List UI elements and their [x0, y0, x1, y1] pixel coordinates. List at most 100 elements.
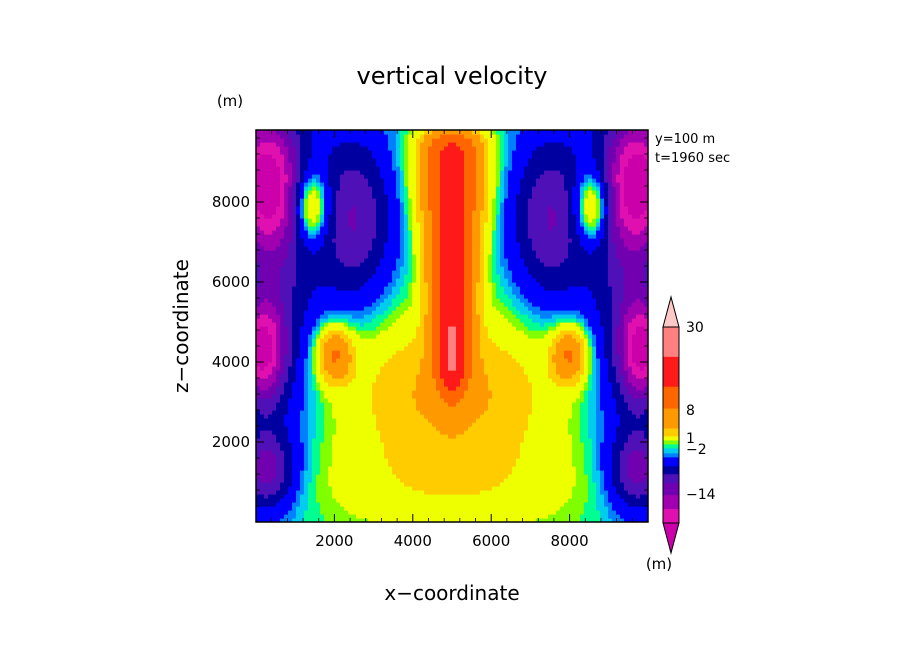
contour-cell [256, 198, 281, 203]
contour-cell [492, 278, 501, 283]
contour-cell [384, 254, 401, 259]
contour-cell [496, 154, 501, 159]
contour-cell [320, 198, 325, 203]
contour-cell [612, 162, 621, 167]
contour-cell [332, 374, 345, 379]
contour-cell [332, 434, 381, 439]
contour-cell [308, 450, 313, 455]
contour-cell [604, 338, 613, 343]
contour-cell [320, 214, 325, 219]
contour-cell [592, 450, 597, 455]
contour-cell [444, 146, 461, 151]
contour-cell [308, 482, 317, 487]
contour-cell [612, 190, 617, 195]
contour-cell [408, 174, 417, 179]
contour-cell [480, 234, 485, 239]
contour-cell [284, 162, 293, 167]
contour-cell [316, 366, 321, 371]
contour-cell [580, 434, 589, 439]
contour-cell [356, 218, 377, 223]
contour-cell [584, 506, 597, 511]
contour-cell [500, 214, 505, 219]
contour-cell [304, 222, 309, 227]
contour-cell [260, 266, 281, 271]
contour-cell [632, 334, 648, 339]
contour-cell [380, 302, 393, 307]
contour-cell [412, 338, 425, 343]
contour-cell [596, 354, 605, 359]
contour-cell [576, 218, 581, 223]
contour-cell [620, 158, 629, 163]
contour-cell [308, 194, 317, 199]
contour-cell [512, 298, 521, 303]
contour-cell [476, 306, 485, 311]
contour-cell [284, 206, 289, 211]
contour-cell [612, 446, 625, 451]
contour-cell [612, 202, 617, 207]
contour-cell [432, 274, 441, 279]
contour-cell [312, 174, 321, 179]
contour-cell [548, 514, 581, 519]
contour-cell [296, 366, 305, 371]
contour-cell [396, 282, 405, 287]
contour-cell [624, 354, 629, 359]
contour-cell [480, 326, 489, 331]
contour-cell [380, 174, 397, 179]
contour-cell [528, 206, 549, 211]
contour-cell [284, 370, 289, 375]
contour-cell [308, 158, 329, 163]
contour-cell [496, 130, 505, 135]
contour-cell [280, 190, 285, 195]
contour-cell [620, 514, 648, 519]
contour-cell [580, 202, 585, 207]
contour-cell [296, 358, 305, 363]
contour-cell [608, 282, 625, 287]
contour-cell [388, 194, 397, 199]
contour-cell [264, 230, 273, 235]
contour-cell [524, 258, 541, 263]
contour-cell [604, 162, 609, 167]
contour-cell [464, 178, 477, 183]
contour-cell [572, 406, 581, 411]
contour-cell [620, 190, 625, 195]
contour-cell [412, 270, 417, 275]
contour-cell [428, 194, 441, 199]
contour-cell [616, 350, 625, 355]
contour-cell [276, 354, 281, 359]
contour-cell [392, 274, 401, 279]
contour-cell [380, 366, 421, 371]
contour-cell [300, 430, 309, 435]
contour-cell [644, 266, 648, 271]
contour-cell [316, 478, 329, 483]
contour-cell [328, 154, 373, 159]
contour-cell [464, 350, 473, 355]
contour-cell [500, 186, 505, 191]
contour-cell [280, 334, 289, 339]
contour-cell [612, 386, 621, 391]
contour-cell [376, 158, 393, 163]
contour-cell [428, 174, 441, 179]
contour-cell [288, 334, 293, 339]
contour-cell [284, 210, 289, 215]
contour-cell [528, 314, 541, 319]
contour-cell [516, 226, 529, 231]
contour-cell [440, 238, 465, 243]
contour-cell [440, 346, 449, 351]
contour-cell [332, 358, 337, 363]
contour-cell [432, 246, 441, 251]
contour-cell [408, 186, 417, 191]
contour-cell [568, 194, 573, 199]
contour-cell [432, 346, 441, 351]
contour-cell [456, 346, 465, 351]
contour-cell [256, 274, 261, 279]
contour-cell [568, 286, 589, 291]
contour-cell [260, 410, 273, 415]
contour-cell [480, 222, 485, 227]
contour-cell [488, 162, 497, 167]
contour-cell [296, 146, 301, 151]
contour-cell [320, 206, 325, 211]
contour-cell [508, 158, 513, 163]
contour-cell [628, 326, 637, 331]
contour-cell [300, 342, 309, 347]
contour-cell [412, 218, 417, 223]
